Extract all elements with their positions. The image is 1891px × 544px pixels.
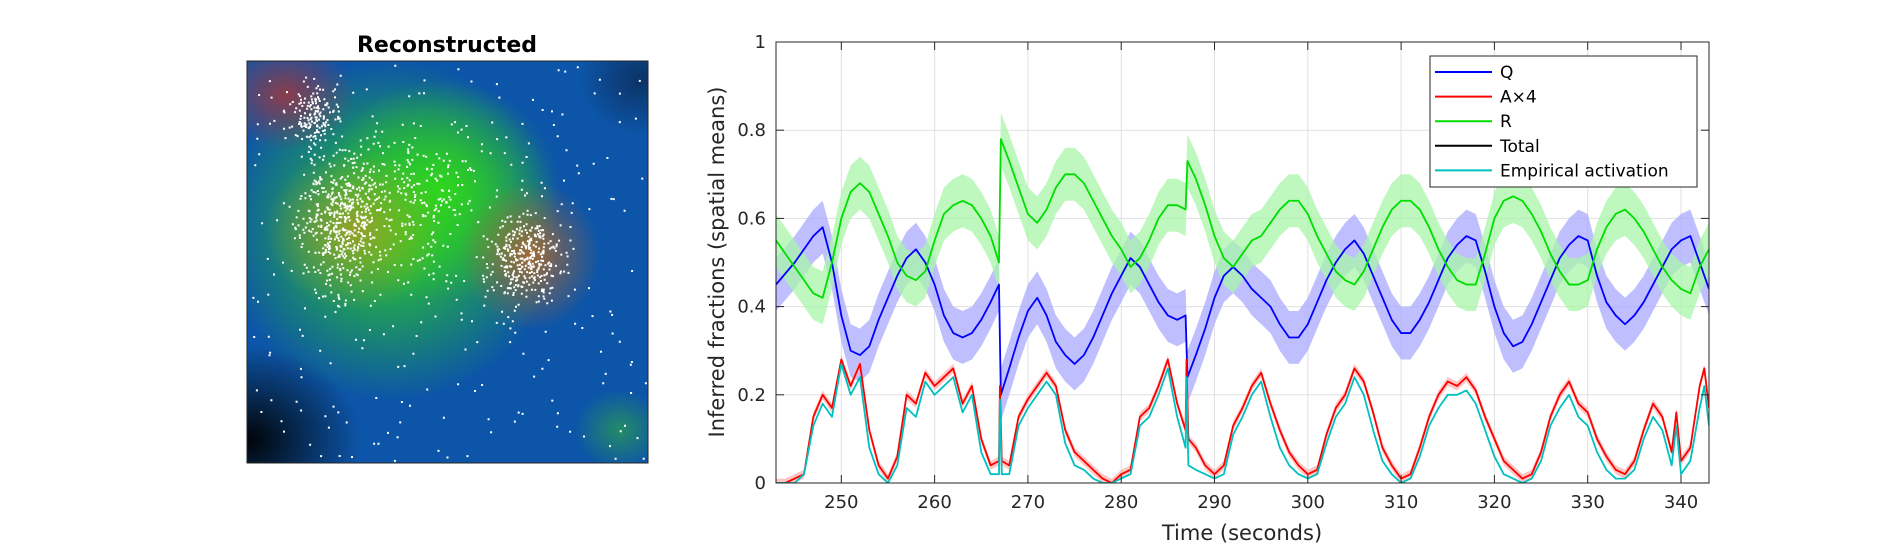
plot-frame [775,41,1710,484]
legend: Q A×4 R Total Empirical activation [1429,55,1698,188]
legend-label: Total [1499,137,1540,157]
x-tick-label: 300 [1291,492,1325,513]
legend-label: R [1500,112,1512,132]
band-a-4 [776,355,1709,483]
x-tick-label: 260 [917,492,951,513]
series-line-q [776,226,1709,396]
x-tick-label: 310 [1384,492,1418,513]
legend-label: Empirical activation [1500,161,1669,181]
y-tick-label: 0.6 [737,208,766,229]
x-tick-label: 280 [1104,492,1138,513]
series-line-r [776,138,1709,299]
legend-label: A×4 [1500,88,1537,108]
y-tick-label: 0.2 [737,385,766,406]
y-tick-label: 0.4 [737,297,766,318]
x-ticks: 250 260 270 280 290 300 310 320 330 340 [824,42,1698,513]
x-tick-label: 290 [1197,492,1231,513]
y-axis-label: Inferred fractions (spatial means) [705,87,729,438]
x-tick-label: 320 [1477,492,1511,513]
x-tick-label: 270 [1011,492,1045,513]
series-line-a-4 [776,358,1709,483]
y-tick-label: 0.8 [737,120,766,141]
band-r [776,112,1709,325]
reconstruction-image [247,61,648,463]
y-tick-label: 1 [755,32,766,53]
series-layer [776,112,1709,483]
y-tick-label: 0 [755,473,766,494]
x-tick-label: 250 [824,492,858,513]
image-title: Reconstructed [357,33,537,58]
chart-area: 250 260 270 280 290 300 310 320 330 340 0 0.2 0.4 0.… [705,32,1710,544]
y-ticks: 0 0.2 0.4 0.6 0.8 1 [737,32,1709,494]
x-tick-label: 340 [1664,492,1698,513]
image-frame [246,60,649,464]
series-line-empirical-activation [776,363,1709,483]
legend-label: Q [1500,63,1513,83]
x-axis-label: Time (seconds) [1161,521,1322,544]
x-tick-label: 330 [1571,492,1605,513]
